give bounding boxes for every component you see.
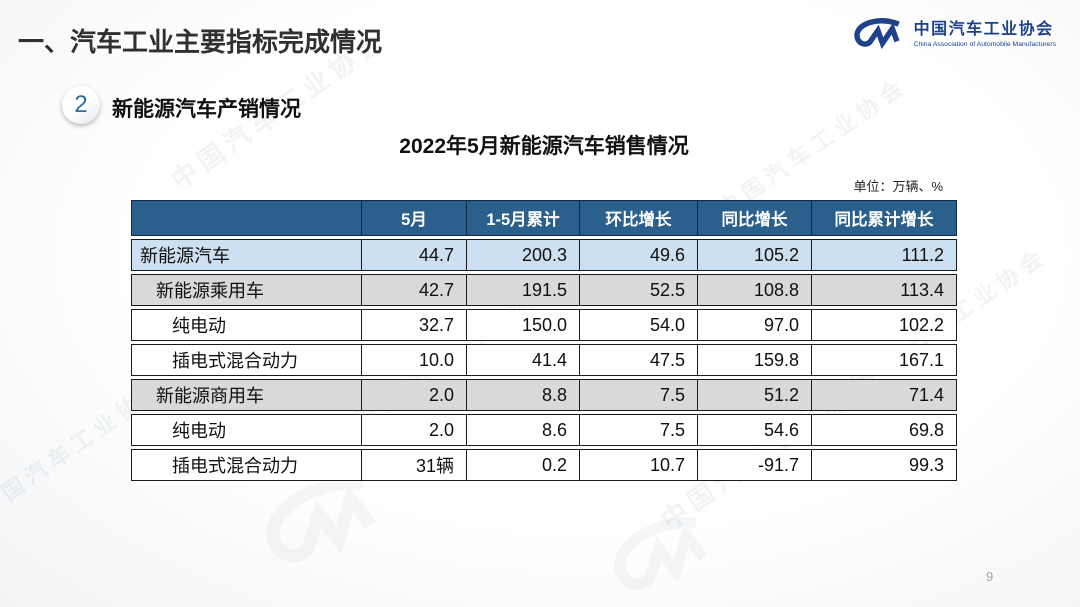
table-cell: 150.0 xyxy=(467,309,580,341)
table-cell: 113.4 xyxy=(812,274,957,306)
row-label: 纯电动 xyxy=(131,309,362,341)
row-label: 插电式混合动力 xyxy=(131,449,362,481)
caam-logo: 中国汽车工业协会 China Association of Automobile… xyxy=(848,16,1056,54)
page-number: 9 xyxy=(986,569,994,584)
table-cell: 69.8 xyxy=(812,414,957,446)
column-header: 同比增长 xyxy=(698,200,812,236)
unit-note: 单位：万辆、% xyxy=(853,179,943,194)
table-cell: 2.0 xyxy=(362,414,467,446)
logo-name-cn: 中国汽车工业协会 xyxy=(913,21,1054,39)
row-label: 插电式混合动力 xyxy=(131,344,362,376)
table-row: 新能源汽车 44.7 200.3 49.6 105.2 111.2 xyxy=(131,239,957,271)
table-cell: -91.7 xyxy=(698,449,812,481)
table-cell: 54.0 xyxy=(580,309,698,341)
row-label: 新能源汽车 xyxy=(131,239,362,271)
caam-logo-monogram-icon xyxy=(853,18,900,50)
table-cell: 44.7 xyxy=(362,239,467,271)
table-cell: 47.5 xyxy=(580,344,698,376)
table-cell: 8.8 xyxy=(467,379,580,411)
column-header: 同比累计增长 xyxy=(812,200,957,236)
table-row: 新能源商用车 2.0 8.8 7.5 51.2 71.4 xyxy=(131,379,957,411)
column-header xyxy=(131,200,362,236)
table-cell: 10.7 xyxy=(580,449,698,481)
table-cell: 71.4 xyxy=(812,379,957,411)
table-cell: 31辆 xyxy=(362,449,467,481)
nev-sales-table: 5月 1-5月累计 环比增长 同比增长 同比累计增长 新能源汽车 44.7 200.3 49.… xyxy=(131,197,957,484)
table-cell: 200.3 xyxy=(467,239,580,271)
watermark-logo-swoosh xyxy=(614,516,708,590)
table-cell: 105.2 xyxy=(698,239,812,271)
row-label: 新能源乘用车 xyxy=(131,274,362,306)
table-cell: 32.7 xyxy=(362,309,467,341)
column-header: 1-5月累计 xyxy=(467,200,580,236)
row-label: 新能源商用车 xyxy=(131,379,362,411)
table-cell: 7.5 xyxy=(580,379,698,411)
table-body: 新能源汽车 44.7 200.3 49.6 105.2 111.2 新能源乘用车 42.7 19… xyxy=(131,239,957,481)
table-cell: 0.2 xyxy=(467,449,580,481)
table-row: 纯电动 2.0 8.6 7.5 54.6 69.8 xyxy=(131,414,957,446)
table-cell: 2.0 xyxy=(362,379,467,411)
column-header: 5月 xyxy=(362,200,467,236)
row-label: 纯电动 xyxy=(131,414,362,446)
table-cell: 51.2 xyxy=(698,379,812,411)
table-cell: 49.6 xyxy=(580,239,698,271)
table-cell: 41.4 xyxy=(467,344,580,376)
table-cell: 54.6 xyxy=(698,414,812,446)
table-row: 插电式混合动力 31辆 0.2 10.7 -91.7 99.3 xyxy=(131,449,957,481)
table-cell: 111.2 xyxy=(812,239,957,271)
table-cell: 167.1 xyxy=(812,344,957,376)
table-row: 纯电动 32.7 150.0 54.0 97.0 102.2 xyxy=(131,309,957,341)
column-header: 环比增长 xyxy=(580,200,698,236)
table-cell: 102.2 xyxy=(812,309,957,341)
table-cell: 8.6 xyxy=(467,414,580,446)
table-title: 2022年5月新能源汽车销售情况 xyxy=(399,135,689,158)
table-cell: 10.0 xyxy=(362,344,467,376)
logo-name-en: China Association of Automobile Manufact… xyxy=(913,41,1056,49)
table-cell: 7.5 xyxy=(580,414,698,446)
page-title: 一、汽车工业主要指标完成情况 xyxy=(18,27,383,57)
table-cell: 52.5 xyxy=(580,274,698,306)
table-row: 插电式混合动力 10.0 41.4 47.5 159.8 167.1 xyxy=(131,344,957,376)
section-number-badge: 2 xyxy=(62,86,100,124)
table-cell: 97.0 xyxy=(698,309,812,341)
section-title: 新能源汽车产销情况 xyxy=(112,98,301,121)
table-row: 新能源乘用车 42.7 191.5 52.5 108.8 113.4 xyxy=(131,274,957,306)
table-cell: 191.5 xyxy=(467,274,580,306)
table-cell: 99.3 xyxy=(812,449,957,481)
table-cell: 42.7 xyxy=(362,274,467,306)
table-cell: 159.8 xyxy=(698,344,812,376)
table-cell: 108.8 xyxy=(698,274,812,306)
table-header-row: 5月 1-5月累计 环比增长 同比增长 同比累计增长 xyxy=(131,200,957,236)
